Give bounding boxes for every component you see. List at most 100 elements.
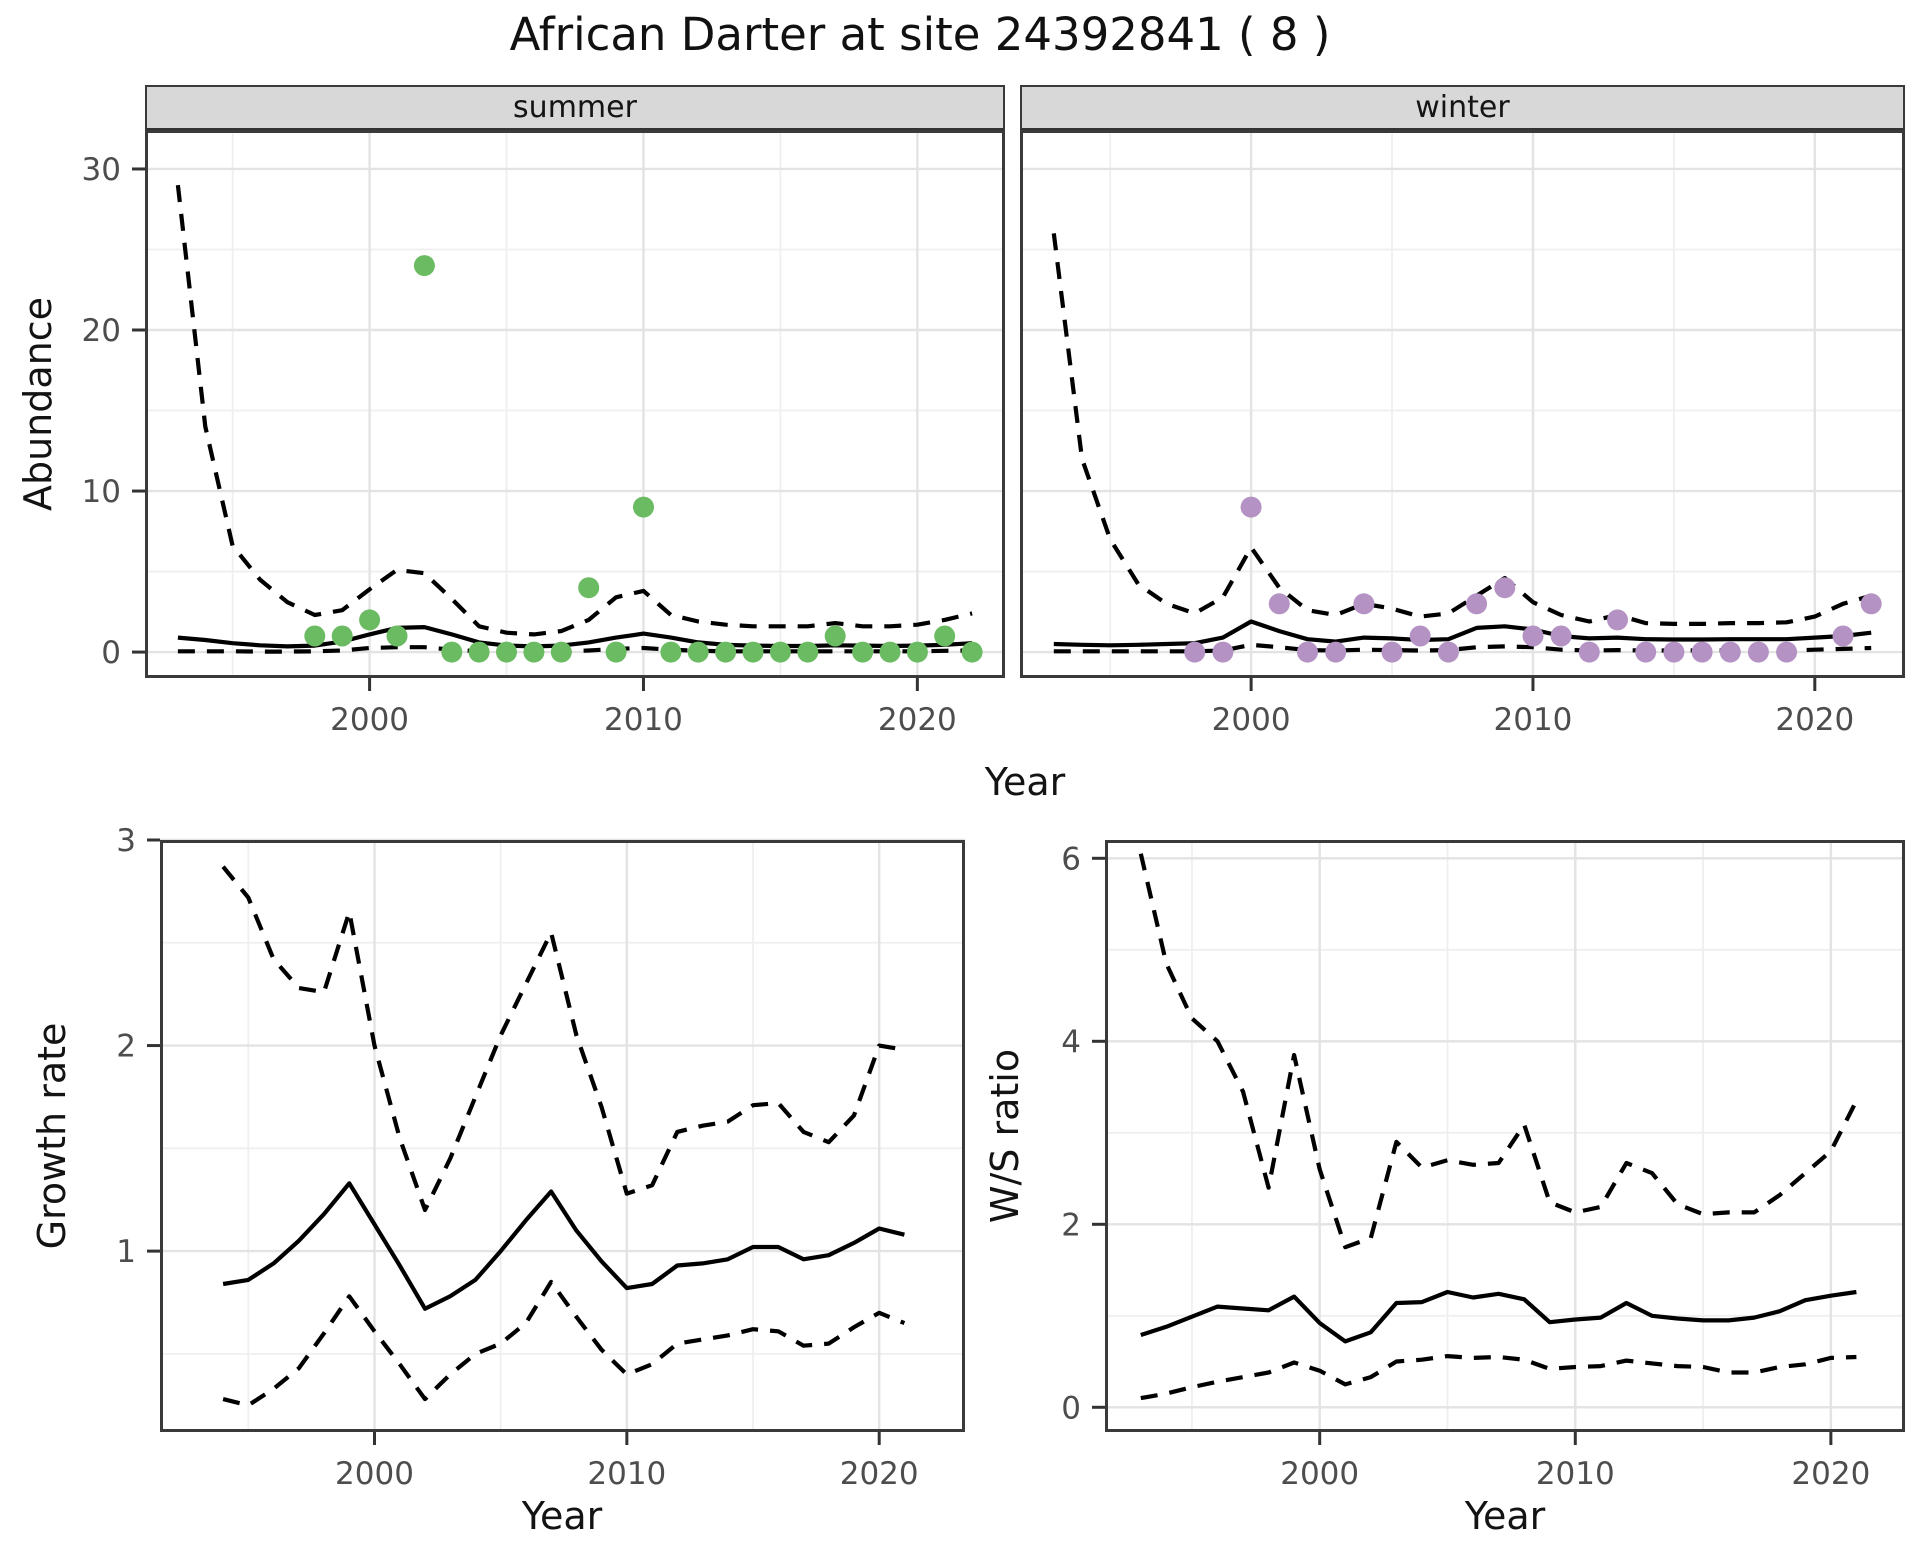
- data-point: [550, 641, 572, 663]
- data-point: [1607, 609, 1628, 631]
- y-tick-label: 2: [116, 1029, 136, 1065]
- data-point: [331, 625, 353, 647]
- data-point: [1184, 641, 1206, 663]
- panel-border: [1105, 840, 1905, 1432]
- data-point: [1268, 593, 1290, 615]
- y-tick-label: 3: [116, 823, 136, 859]
- upper-ci-line: [1051, 233, 1872, 626]
- mean-line: [177, 625, 973, 649]
- y-tick-label: 20: [82, 313, 121, 349]
- data-point: [961, 641, 983, 663]
- y-tick-label: 4: [1061, 1024, 1081, 1060]
- facet-strip-summer-label: summer: [513, 90, 637, 125]
- data-point: [605, 641, 627, 663]
- y-tick-label: 1: [116, 1234, 136, 1270]
- data-point: [633, 496, 654, 518]
- data-point: [1212, 641, 1234, 663]
- facet-strip-summer: summer: [145, 85, 1005, 133]
- facet-strip-winter-label: winter: [1415, 90, 1510, 125]
- y-tick-label: 2: [1061, 1207, 1081, 1243]
- data-point: [879, 641, 901, 663]
- data-point: [1719, 641, 1741, 663]
- lower-ci-line: [177, 645, 973, 654]
- x-tick-label: 2000: [330, 702, 409, 738]
- x-tick-label: 2010: [1536, 1456, 1615, 1492]
- panel-border: [1020, 130, 1905, 678]
- ws-ratio-axis-title: W/S ratio: [983, 1048, 1027, 1224]
- year-axis-title-growth: Year: [521, 1494, 603, 1538]
- mean-line: [1140, 1289, 1857, 1344]
- data-point: [934, 625, 956, 647]
- data-point: [578, 577, 600, 599]
- facet-strip-winter: winter: [1020, 85, 1905, 133]
- growth-rate-panel: 2000 2010 2020 1 2 3: [116, 823, 965, 1492]
- lower-ci-line: [222, 1279, 906, 1408]
- data-point: [1240, 496, 1262, 518]
- data-point: [1578, 641, 1600, 663]
- growth-rate-axis-title: Growth rate: [30, 1022, 74, 1250]
- upper-ci-line: [175, 184, 973, 637]
- data-point: [1297, 641, 1318, 663]
- data-point: [441, 641, 463, 663]
- data-point: [1747, 641, 1769, 663]
- data-point: [797, 641, 819, 663]
- data-point: [1437, 641, 1459, 663]
- data-point: [1494, 577, 1516, 599]
- x-tick-label: 2000: [1280, 1456, 1359, 1492]
- panel-border: [160, 840, 965, 1432]
- data-point: [742, 641, 764, 663]
- data-point: [496, 641, 517, 663]
- x-tick-label: 2020: [840, 1456, 919, 1492]
- data-point: [769, 641, 791, 663]
- data-point: [1860, 593, 1882, 615]
- data-point: [824, 625, 846, 647]
- page-title: African Darter at site 24392841 ( 8 ): [509, 8, 1331, 61]
- data-point: [359, 609, 381, 631]
- year-axis-title-top: Year: [984, 760, 1066, 804]
- data-point: [1325, 641, 1347, 663]
- data-point: [715, 641, 737, 663]
- lower-ci-line: [1140, 1354, 1857, 1401]
- data-point: [1635, 641, 1657, 663]
- data-point: [1691, 641, 1713, 663]
- y-tick-label: 0: [101, 635, 121, 671]
- upper-ci-line: [1138, 853, 1859, 1250]
- data-point: [523, 641, 545, 663]
- data-point: [1409, 625, 1431, 647]
- data-point: [687, 641, 709, 663]
- y-tick-label: 30: [82, 152, 121, 188]
- ws-ratio-panel: 2000 2010 2020 0 2 4 6: [1061, 840, 1905, 1492]
- data-point: [304, 625, 326, 647]
- winter-abundance-panel: 2000 2010 2020: [1020, 130, 1905, 738]
- x-tick-label: 2020: [1791, 1456, 1870, 1492]
- data-point: [413, 255, 435, 277]
- x-tick-label: 2000: [335, 1456, 414, 1492]
- x-tick-label: 2020: [1775, 702, 1854, 738]
- data-point: [1466, 593, 1488, 615]
- x-tick-label: 2000: [1212, 702, 1291, 738]
- upper-ci-line: [221, 865, 905, 1213]
- x-tick-label: 2010: [604, 702, 683, 738]
- x-tick-label: 2020: [878, 702, 957, 738]
- mean-line: [222, 1181, 905, 1311]
- data-point: [386, 625, 408, 647]
- data-point: [1381, 641, 1403, 663]
- summer-abundance-panel: 2000 2010 2020 0 10 20 30: [82, 130, 1005, 738]
- abundance-axis-title: Abundance: [16, 296, 60, 512]
- x-tick-label: 2010: [1494, 702, 1573, 738]
- x-tick-label: 2010: [587, 1456, 666, 1492]
- y-tick-label: 0: [1061, 1390, 1081, 1426]
- data-point: [1663, 641, 1685, 663]
- data-point: [1522, 625, 1544, 647]
- y-tick-label: 6: [1061, 841, 1081, 877]
- data-point: [906, 641, 928, 663]
- data-point: [468, 641, 490, 663]
- y-tick-label: 10: [82, 474, 121, 510]
- data-point: [660, 641, 682, 663]
- panel-border: [145, 130, 1005, 678]
- data-point: [1776, 641, 1798, 663]
- data-point: [1550, 625, 1572, 647]
- data-point: [852, 641, 874, 663]
- data-point: [1353, 593, 1375, 615]
